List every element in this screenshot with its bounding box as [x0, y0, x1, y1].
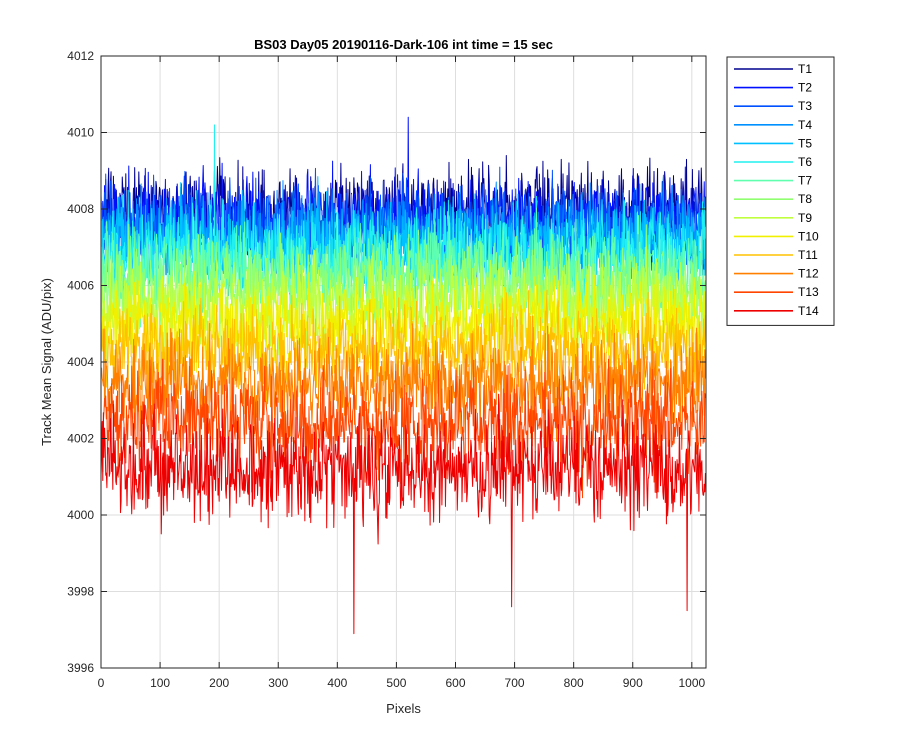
- series-line-t14: [100, 393, 706, 635]
- y-tick-label: 3998: [67, 585, 94, 599]
- x-tick-label: 800: [564, 676, 584, 690]
- x-tick-label: 100: [150, 676, 170, 690]
- legend-label-t14: T14: [798, 304, 819, 318]
- legend-label-t13: T13: [798, 285, 819, 299]
- x-tick-label: 500: [386, 676, 406, 690]
- y-tick-label: 4006: [67, 279, 94, 293]
- y-tick-label: 4004: [67, 355, 94, 369]
- legend-label-t8: T8: [798, 192, 812, 206]
- y-tick-label: 4000: [67, 508, 94, 522]
- legend-label-t4: T4: [798, 118, 812, 132]
- x-tick-label: 900: [623, 676, 643, 690]
- series-layer: [100, 116, 706, 635]
- x-tick-label: 0: [98, 676, 105, 690]
- series-line-t13: [100, 358, 706, 499]
- chart-title: BS03 Day05 20190116-Dark-106 int time = …: [254, 37, 553, 52]
- legend-label-t7: T7: [798, 174, 812, 188]
- legend-label-t2: T2: [798, 81, 812, 95]
- legend-label-t6: T6: [798, 155, 812, 169]
- x-tick-label: 400: [327, 676, 347, 690]
- y-axis-label: Track Mean Signal (ADU/pix): [39, 278, 54, 446]
- axis-ticks: 0 100 200 300 400 500 600 700 800 900 1000 3996 3998…: [67, 49, 706, 690]
- y-tick-label: 4012: [67, 49, 94, 63]
- x-tick-label: 700: [505, 676, 525, 690]
- legend: T1 T2 T3 T4 T5 T6 T7 T8 T9 T10 T11 T12 T13 T14: [726, 56, 835, 326]
- series-line-t10: [100, 266, 706, 396]
- x-tick-label: 1000: [678, 676, 705, 690]
- legend-label-t11: T11: [798, 248, 818, 262]
- legend-label-t12: T12: [798, 267, 819, 281]
- x-tick-label: 300: [268, 676, 288, 690]
- y-tick-label: 4008: [67, 202, 94, 216]
- y-tick-label: 3996: [67, 661, 94, 675]
- legend-label-t10: T10: [798, 229, 819, 243]
- legend-label-t9: T9: [798, 211, 812, 225]
- legend-box: [726, 56, 835, 326]
- x-axis-label: Pixels: [386, 701, 421, 716]
- legend-label-t5: T5: [798, 136, 812, 150]
- series-line-t12: [100, 315, 706, 452]
- legend-label-t1: T1: [798, 62, 812, 76]
- x-tick-label: 600: [445, 676, 465, 690]
- y-tick-label: 4002: [67, 432, 94, 446]
- x-tick-label: 200: [209, 676, 229, 690]
- legend-label-t3: T3: [798, 99, 812, 113]
- y-tick-label: 4010: [67, 126, 94, 140]
